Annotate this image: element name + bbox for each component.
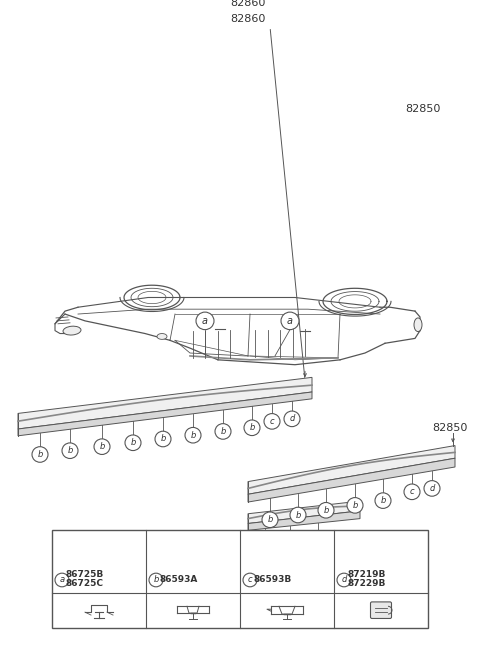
Text: b: b — [315, 540, 321, 549]
Circle shape — [284, 411, 300, 426]
Text: 86725C: 86725C — [65, 580, 103, 588]
Bar — [52, 531, 428, 627]
Circle shape — [281, 312, 299, 329]
Text: 82850: 82850 — [405, 104, 440, 115]
Circle shape — [155, 431, 171, 447]
Ellipse shape — [157, 333, 167, 339]
Polygon shape — [248, 458, 455, 502]
Text: 86593A: 86593A — [159, 574, 197, 584]
Text: b: b — [160, 434, 166, 443]
Circle shape — [375, 493, 391, 508]
Circle shape — [149, 573, 163, 587]
Text: 87229B: 87229B — [347, 580, 385, 588]
Text: c: c — [248, 576, 252, 584]
Text: a: a — [60, 576, 65, 584]
Text: 82850: 82850 — [432, 423, 468, 433]
Text: b: b — [190, 431, 196, 440]
Circle shape — [215, 424, 231, 440]
Text: b: b — [352, 501, 358, 510]
Text: d: d — [429, 484, 435, 493]
Text: c: c — [270, 417, 274, 426]
Text: 86725B: 86725B — [65, 570, 103, 578]
Circle shape — [262, 512, 278, 527]
Circle shape — [424, 481, 440, 496]
Text: b: b — [288, 543, 293, 552]
Circle shape — [196, 312, 214, 329]
Circle shape — [55, 573, 69, 587]
Text: b: b — [262, 546, 268, 555]
Circle shape — [257, 542, 273, 558]
Text: b: b — [295, 510, 300, 519]
Polygon shape — [18, 392, 312, 436]
Text: b: b — [67, 446, 72, 455]
Circle shape — [264, 413, 280, 429]
Text: b: b — [267, 515, 273, 524]
Circle shape — [318, 502, 334, 518]
Text: b: b — [220, 427, 226, 436]
Circle shape — [32, 447, 48, 462]
Ellipse shape — [63, 326, 81, 335]
Circle shape — [185, 428, 201, 443]
Text: 82860: 82860 — [230, 0, 266, 8]
Text: 87219B: 87219B — [347, 570, 385, 578]
Text: b: b — [249, 423, 255, 432]
Circle shape — [244, 420, 260, 436]
Circle shape — [62, 443, 78, 458]
Circle shape — [94, 439, 110, 455]
Text: d: d — [341, 576, 347, 584]
Circle shape — [337, 573, 351, 587]
Polygon shape — [248, 445, 455, 495]
Text: b: b — [380, 496, 386, 505]
Text: b: b — [130, 438, 136, 447]
Polygon shape — [18, 377, 312, 429]
Text: b: b — [37, 450, 43, 459]
Text: 86593B: 86593B — [253, 574, 291, 584]
Text: d: d — [289, 415, 295, 423]
Circle shape — [347, 498, 363, 513]
Circle shape — [310, 536, 326, 552]
Text: b: b — [153, 576, 159, 584]
FancyBboxPatch shape — [371, 602, 392, 618]
Polygon shape — [248, 511, 360, 531]
Circle shape — [125, 435, 141, 451]
Circle shape — [243, 573, 257, 587]
Circle shape — [404, 484, 420, 500]
Polygon shape — [248, 501, 360, 523]
Ellipse shape — [414, 318, 422, 331]
Text: b: b — [324, 506, 329, 515]
Text: a: a — [287, 316, 293, 326]
Text: b: b — [99, 442, 105, 451]
Text: c: c — [410, 487, 414, 496]
Text: 82860: 82860 — [230, 14, 266, 24]
Text: a: a — [202, 316, 208, 326]
Circle shape — [290, 507, 306, 523]
Circle shape — [282, 540, 298, 555]
